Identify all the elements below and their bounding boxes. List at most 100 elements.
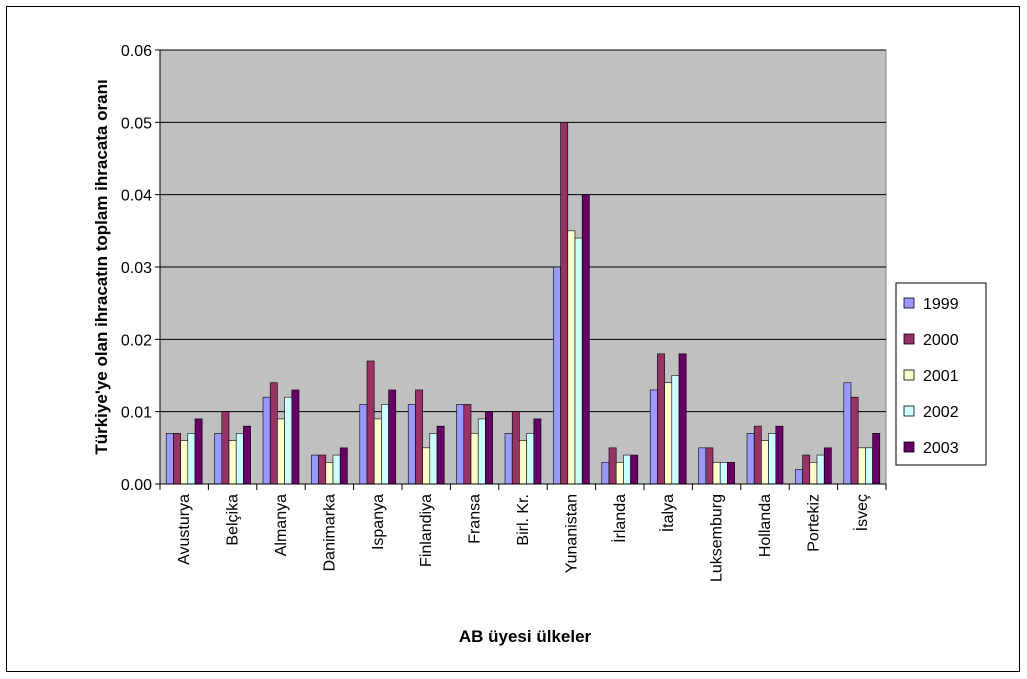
legend-label-2001: 2001: [923, 368, 959, 385]
bar-2002-12: [719, 461, 728, 485]
bar-1999-4: [311, 454, 319, 485]
bar-2003-8: [533, 418, 542, 485]
bar-2000-5: [366, 360, 375, 485]
bar-2001-9: [567, 230, 576, 485]
x-tick-label: İrlanda: [610, 494, 629, 543]
bar-2001-14: [809, 461, 818, 485]
bar-2003-15: [872, 433, 881, 485]
bar-2003-10: [630, 454, 639, 485]
bar-2000-3: [269, 382, 278, 485]
bar-2003-4: [339, 447, 348, 485]
legend-label-2003: 2003: [923, 440, 959, 457]
bar-2000-9: [560, 122, 569, 485]
bar-2000-4: [318, 454, 327, 485]
x-tick-label: İtalya: [658, 494, 677, 532]
y-tick-label: 0.01: [121, 405, 152, 422]
bar-2002-8: [526, 433, 535, 485]
legend-label-1999: 1999: [923, 296, 959, 313]
x-tick-label: Fransa: [467, 494, 484, 544]
bar-1999-2: [214, 433, 223, 485]
x-tick-label: Yunanistan: [563, 494, 580, 573]
bar-2003-9: [581, 194, 590, 485]
bar-2000-10: [608, 447, 617, 485]
bar-2003-6: [436, 425, 445, 485]
legend-swatch-2000: [903, 333, 915, 345]
bar-2003-14: [823, 447, 832, 485]
bar-2000-12: [705, 447, 714, 485]
bar-2003-12: [727, 461, 735, 485]
bar-2002-1: [187, 433, 196, 485]
y-tick-label: 0.02: [121, 332, 152, 349]
bar-1999-5: [359, 404, 368, 485]
y-tick-label: 0.04: [121, 188, 152, 205]
bar-2001-11: [664, 382, 673, 485]
bar-1999-15: [843, 382, 852, 485]
legend: 1999 2000 2001 2002 2003: [895, 282, 987, 466]
y-axis-title: Türkiye'ye olan ihracatın toplam ihracat…: [92, 79, 111, 454]
y-tick-labels: 0.00 0.01 0.02 0.03 0.04 0.05 0.06: [121, 43, 152, 494]
bar-2001-10: [615, 461, 624, 485]
x-tick-label: Almanya: [273, 494, 290, 556]
x-tick-label: Danimarka: [321, 494, 338, 571]
legend-swatch-1999: [903, 297, 915, 309]
bar-2002-11: [671, 375, 680, 485]
bar-2002-9: [574, 237, 583, 485]
bar-1999-8: [504, 433, 513, 485]
bar-2002-3: [284, 396, 293, 485]
bar-2000-15: [850, 396, 859, 485]
bar-2002-13: [768, 433, 777, 485]
bar-2002-4: [332, 454, 341, 485]
bar-2002-7: [477, 418, 486, 485]
bar-2002-10: [623, 454, 631, 485]
x-axis-title: AB üyesi ülkeler: [459, 627, 592, 646]
bar-1999-14: [795, 469, 803, 485]
y-tick-label: 0.05: [121, 115, 152, 132]
legend-swatch-2001: [903, 369, 915, 381]
bar-1999-10: [601, 461, 610, 485]
x-tick-labels: Avusturya Belçika Almanya Danimarka Ispanya F…: [176, 494, 871, 582]
bar-2000-14: [802, 454, 811, 485]
bar-2002-6: [429, 433, 438, 485]
bar-2001-5: [373, 418, 382, 485]
bar-2003-7: [485, 411, 493, 485]
bar-2001-1: [180, 440, 189, 485]
y-tick-label: 0.03: [121, 260, 152, 277]
bar-2000-13: [753, 425, 762, 485]
bar-2002-15: [865, 447, 873, 485]
bar-1999-1: [165, 433, 174, 485]
x-tick-label: Hollanda: [757, 494, 774, 557]
bar-1999-13: [746, 433, 755, 485]
x-tick-label: Luksemburg: [709, 494, 726, 582]
x-tick-label: Belçika: [225, 494, 242, 546]
bar-2003-3: [291, 389, 300, 485]
legend-swatch-2003: [903, 441, 915, 453]
bar-2003-13: [775, 425, 784, 485]
legend-label-2000: 2000: [923, 332, 959, 349]
bar-2000-11: [657, 353, 665, 485]
y-tick-label: 0.00: [121, 477, 152, 494]
bar-2001-8: [519, 440, 527, 485]
bar-2000-1: [173, 433, 181, 485]
bar-2003-11: [678, 353, 687, 485]
x-tick-label: Birl. Kr.: [515, 494, 532, 546]
bar-1999-6: [407, 404, 416, 485]
bar-2001-3: [277, 418, 285, 485]
bar-1999-3: [262, 396, 271, 485]
bar-1999-11: [649, 389, 658, 485]
bar-2001-4: [325, 461, 334, 485]
bar-2001-7: [470, 433, 479, 485]
x-tick-label: Avusturya: [176, 494, 193, 565]
axes: [155, 49, 887, 490]
legend-swatch-2002: [903, 405, 915, 417]
bar-1999-7: [456, 404, 465, 485]
bar-2001-15: [857, 447, 866, 485]
bar-2001-13: [761, 440, 769, 485]
x-tick-label: İsveç: [852, 494, 871, 531]
bar-1999-12: [698, 447, 707, 485]
bar-2001-6: [422, 447, 431, 485]
bar-2001-12: [712, 461, 721, 485]
gridlines: [160, 49, 886, 413]
x-tick-label: Finlandiya: [418, 494, 435, 567]
bar-2002-5: [381, 404, 389, 485]
